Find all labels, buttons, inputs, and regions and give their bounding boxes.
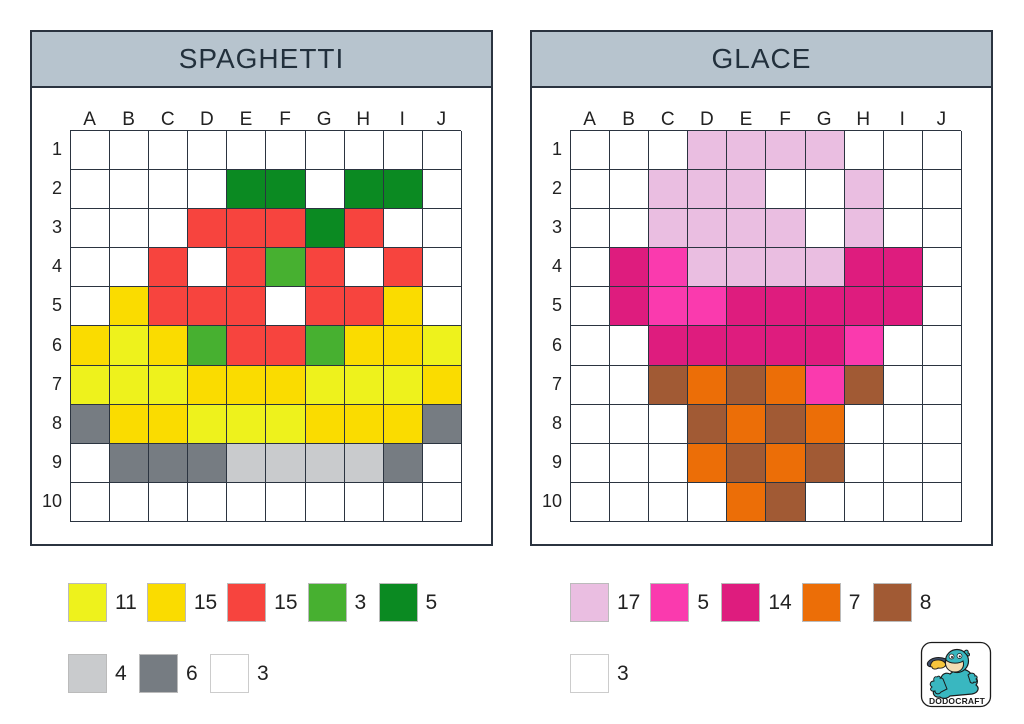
svg-text:DODOCRAFT: DODOCRAFT <box>929 696 986 706</box>
